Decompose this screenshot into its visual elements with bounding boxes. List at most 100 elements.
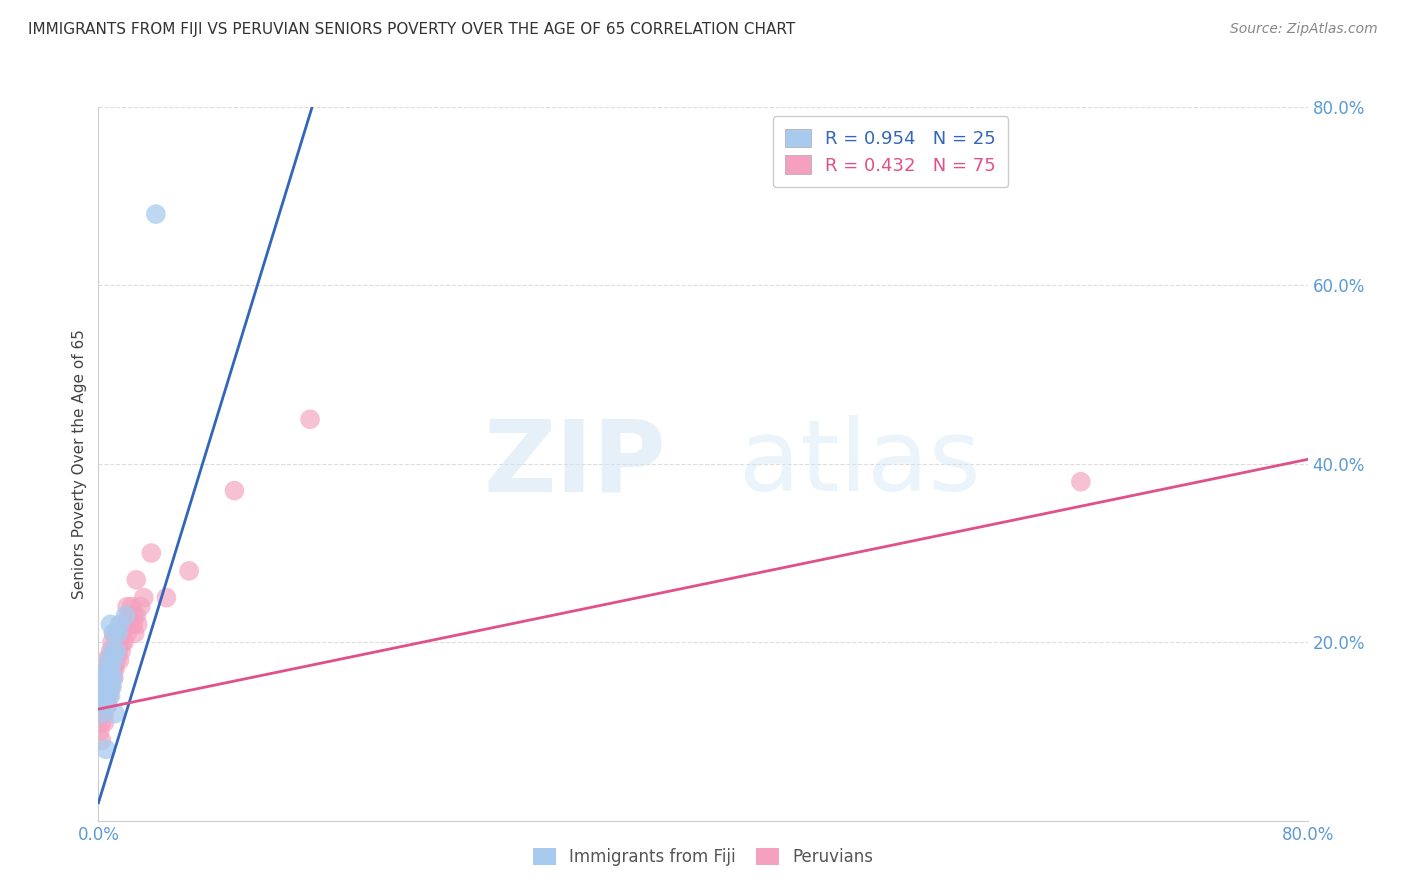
Point xyxy=(94,689,117,703)
Point xyxy=(101,653,124,667)
Point xyxy=(108,635,131,649)
Point xyxy=(299,412,322,426)
Point xyxy=(103,626,125,640)
Point xyxy=(104,644,127,658)
Point xyxy=(90,715,112,730)
Point xyxy=(114,617,136,632)
Point xyxy=(124,626,146,640)
Point xyxy=(98,671,121,685)
Point xyxy=(90,733,112,747)
Point xyxy=(94,689,117,703)
Point xyxy=(94,742,117,756)
Point xyxy=(93,698,115,712)
Point xyxy=(121,599,143,614)
Point xyxy=(110,644,132,658)
Point xyxy=(103,653,125,667)
Point xyxy=(145,207,167,221)
Point xyxy=(89,698,111,712)
Point xyxy=(101,635,124,649)
Point xyxy=(118,608,141,623)
Point xyxy=(100,671,122,685)
Point xyxy=(94,653,117,667)
Y-axis label: Seniors Poverty Over the Age of 65: Seniors Poverty Over the Age of 65 xyxy=(72,329,87,599)
Point xyxy=(90,706,112,721)
Point xyxy=(104,644,127,658)
Point xyxy=(104,662,127,676)
Point xyxy=(100,689,122,703)
Point xyxy=(107,626,129,640)
Point xyxy=(91,706,114,721)
Point xyxy=(98,653,121,667)
Point xyxy=(100,680,122,694)
Point xyxy=(104,706,127,721)
Point xyxy=(108,653,131,667)
Point xyxy=(96,698,118,712)
Point xyxy=(103,626,125,640)
Point xyxy=(93,662,115,676)
Point xyxy=(90,706,112,721)
Point xyxy=(114,608,136,623)
Point xyxy=(93,706,115,721)
Point xyxy=(115,617,138,632)
Point xyxy=(91,698,114,712)
Point xyxy=(91,671,114,685)
Text: IMMIGRANTS FROM FIJI VS PERUVIAN SENIORS POVERTY OVER THE AGE OF 65 CORRELATION : IMMIGRANTS FROM FIJI VS PERUVIAN SENIORS… xyxy=(28,22,796,37)
Point xyxy=(100,680,122,694)
Point xyxy=(105,653,128,667)
Point xyxy=(100,662,122,676)
Point xyxy=(115,626,138,640)
Point xyxy=(125,608,148,623)
Point xyxy=(94,689,117,703)
Point xyxy=(89,724,111,739)
Point xyxy=(110,617,132,632)
Point xyxy=(103,671,125,685)
Point xyxy=(98,653,121,667)
Point xyxy=(111,626,134,640)
Point xyxy=(107,626,129,640)
Point xyxy=(101,644,124,658)
Point xyxy=(224,483,246,498)
Point xyxy=(107,644,129,658)
Point xyxy=(90,680,112,694)
Point xyxy=(93,680,115,694)
Point xyxy=(103,662,125,676)
Text: ZIP: ZIP xyxy=(484,416,666,512)
Point xyxy=(115,599,138,614)
Point xyxy=(94,671,117,685)
Point xyxy=(93,715,115,730)
Point xyxy=(94,671,117,685)
Point xyxy=(103,653,125,667)
Point xyxy=(96,680,118,694)
Point xyxy=(100,617,122,632)
Point xyxy=(101,680,124,694)
Point xyxy=(91,689,114,703)
Point xyxy=(120,617,142,632)
Point xyxy=(96,662,118,676)
Point xyxy=(98,689,121,703)
Point xyxy=(100,644,122,658)
Point xyxy=(1070,475,1092,489)
Point xyxy=(108,617,131,632)
Point xyxy=(127,617,149,632)
Point xyxy=(98,671,121,685)
Point xyxy=(177,564,201,578)
Point xyxy=(122,608,145,623)
Point xyxy=(107,626,129,640)
Point xyxy=(101,662,124,676)
Legend: Immigrants from Fiji, Peruvians: Immigrants from Fiji, Peruvians xyxy=(526,841,880,873)
Point xyxy=(105,644,128,658)
Point xyxy=(96,662,118,676)
Point xyxy=(122,617,145,632)
Point xyxy=(96,698,118,712)
Text: atlas: atlas xyxy=(740,416,981,512)
Point xyxy=(103,671,125,685)
Point xyxy=(155,591,177,605)
Point xyxy=(132,591,155,605)
Point xyxy=(112,635,135,649)
Point xyxy=(110,626,132,640)
Point xyxy=(93,680,115,694)
Point xyxy=(141,546,163,560)
Point xyxy=(105,635,128,649)
Point xyxy=(91,689,114,703)
Point xyxy=(125,573,148,587)
